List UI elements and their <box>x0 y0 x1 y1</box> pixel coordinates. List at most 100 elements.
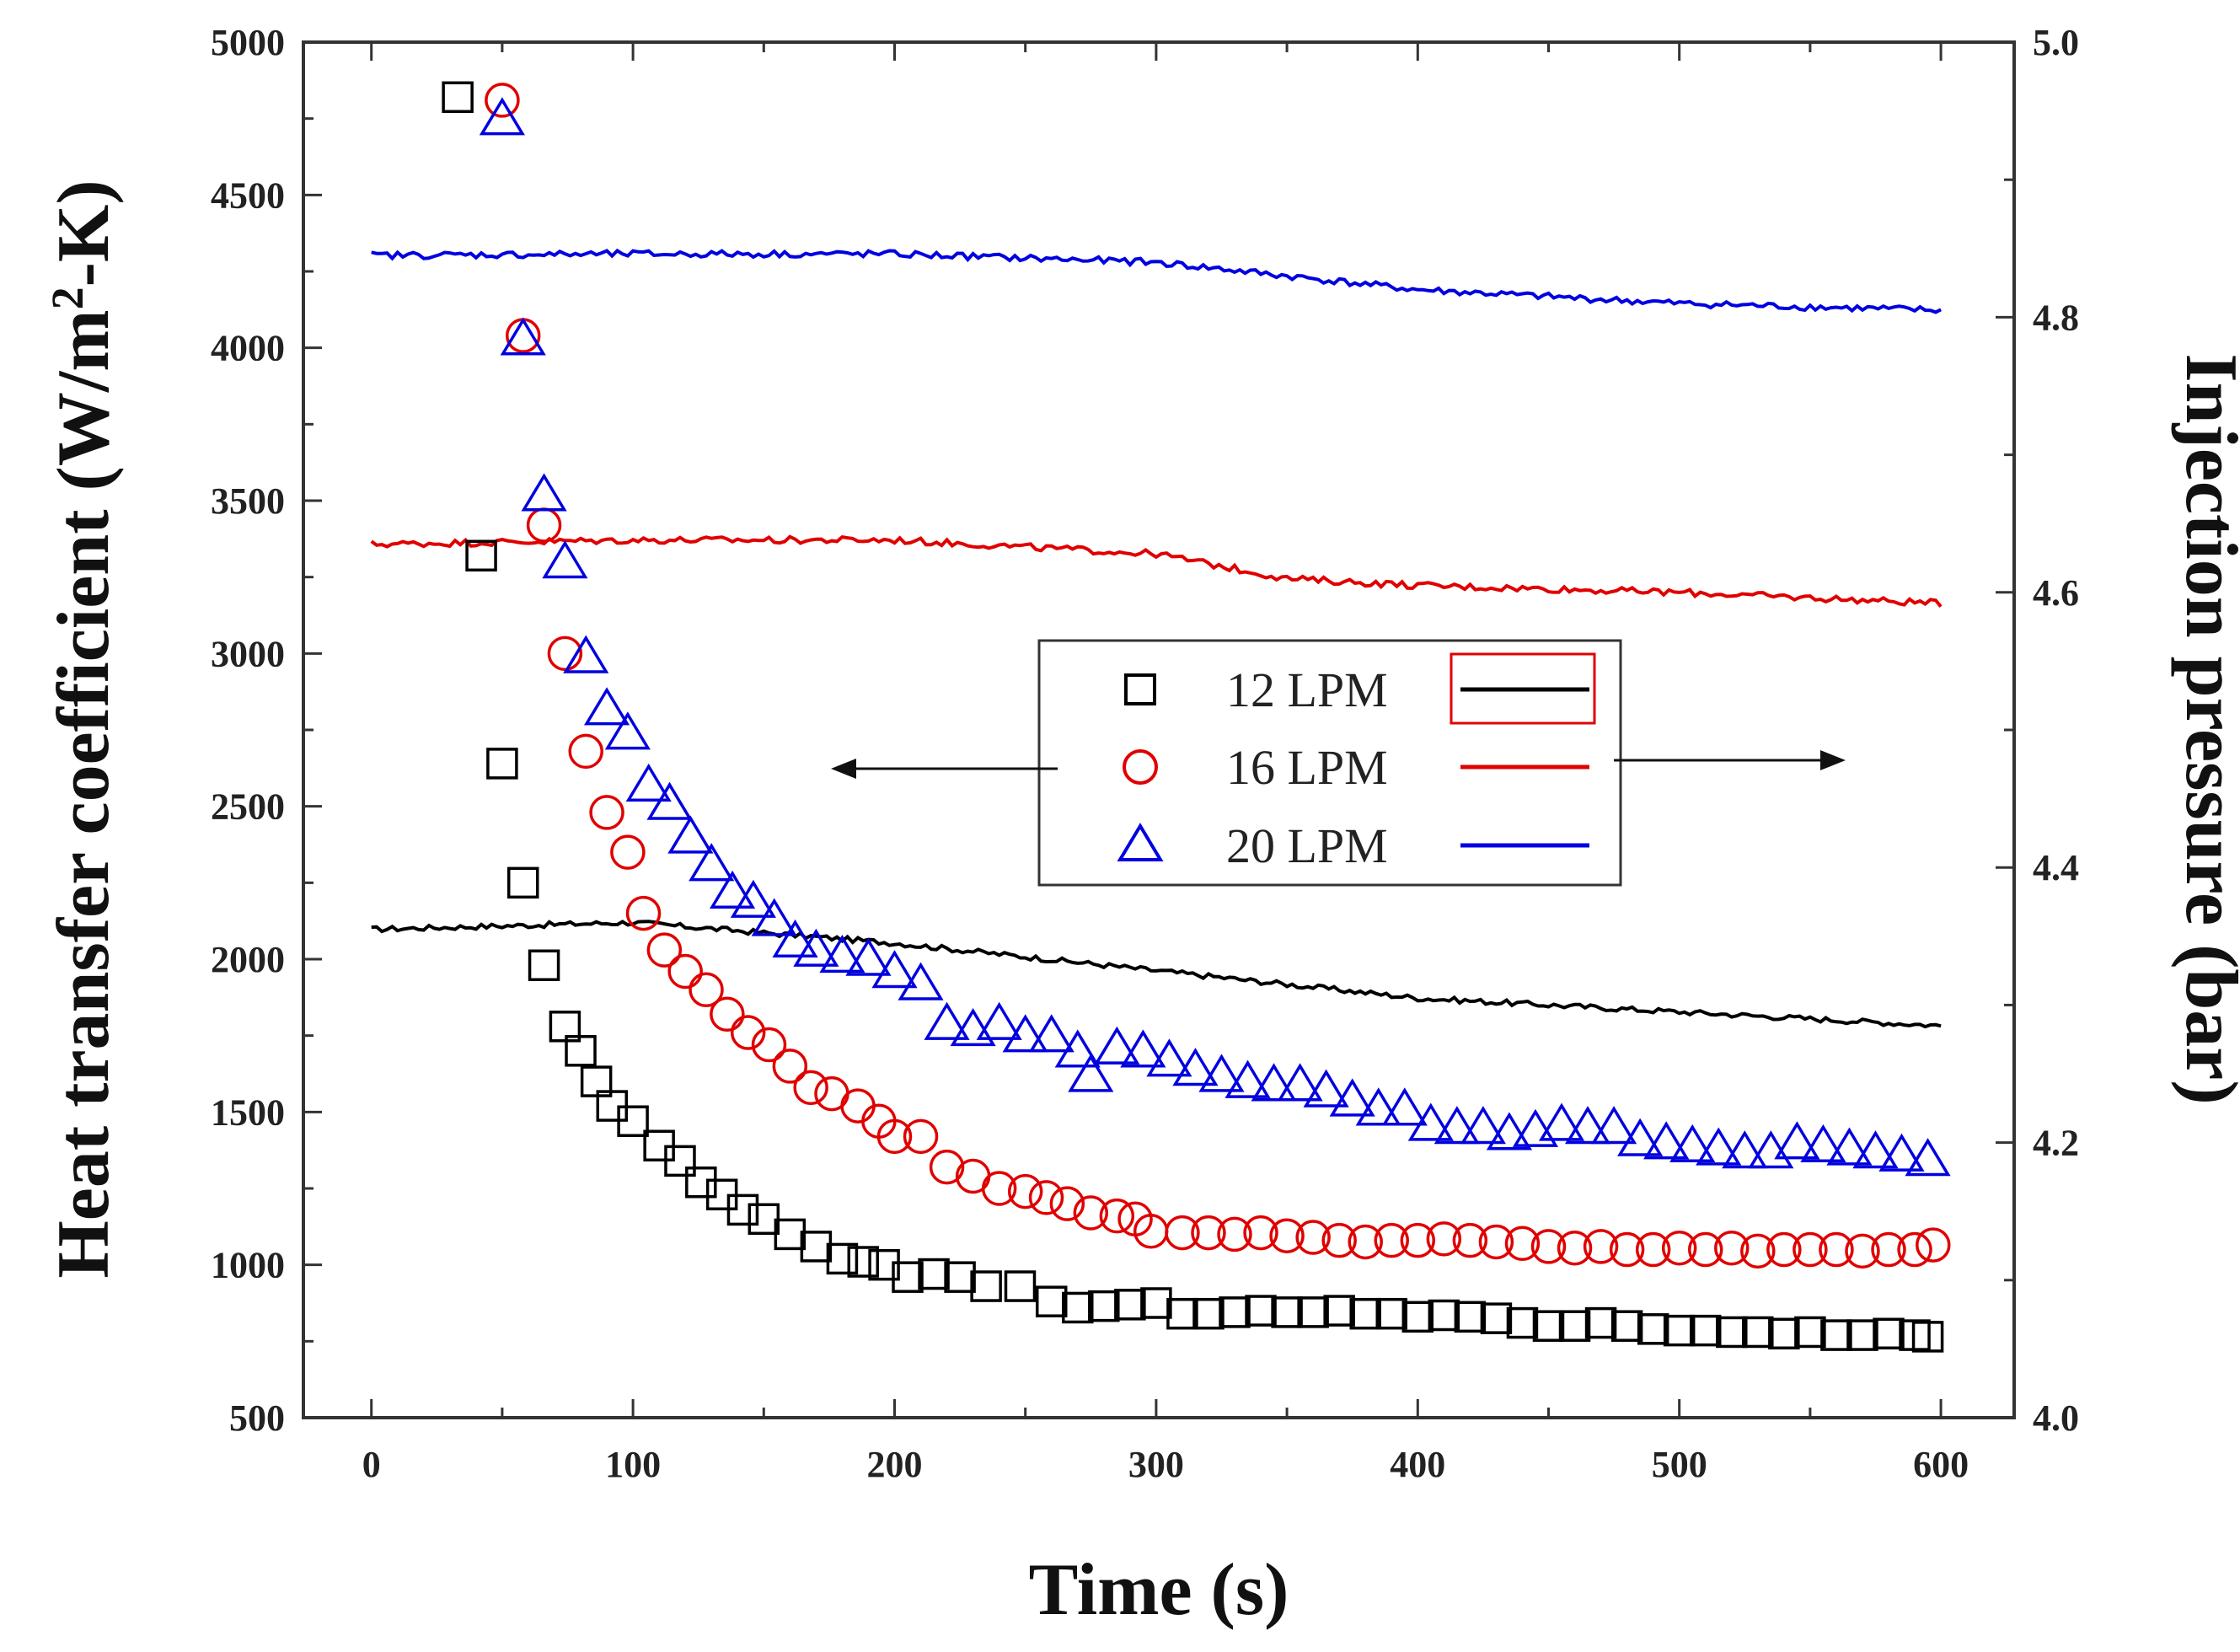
htc-point-20-lpm <box>667 815 714 854</box>
htc-point-16-lpm <box>1217 1216 1252 1252</box>
htc-point-20-lpm <box>1068 1054 1114 1092</box>
htc-point-16-lpm <box>1793 1231 1828 1268</box>
htc-point-12-lpm <box>1768 1317 1800 1350</box>
htc-point-12-lpm <box>868 1248 900 1281</box>
htc-point-16-lpm <box>568 733 603 770</box>
htc-point-12-lpm <box>1480 1302 1513 1334</box>
htc-point-20-lpm <box>1826 1127 1873 1166</box>
htc-point-20-lpm <box>1329 1078 1375 1117</box>
htc-point-20-lpm <box>583 687 630 726</box>
htc-point-20-lpm <box>1381 1087 1428 1126</box>
htc-point-12-lpm <box>1689 1314 1722 1347</box>
legend-marker-16-lpm <box>1123 749 1158 785</box>
htc-point-20-lpm <box>730 879 776 918</box>
htc-point-20-lpm <box>1564 1106 1611 1145</box>
htc-point-20-lpm <box>845 937 892 976</box>
htc-point-20-lpm <box>1486 1112 1533 1150</box>
htc-point-12-lpm <box>685 1166 717 1199</box>
htc-point-20-lpm <box>1094 1026 1140 1065</box>
htc-point-16-lpm <box>1049 1186 1085 1221</box>
htc-point-20-lpm <box>1146 1038 1192 1077</box>
x-tick-label: 100 <box>605 1444 661 1485</box>
htc-point-20-lpm <box>1120 1029 1166 1068</box>
htc-point-20-lpm <box>1774 1121 1820 1160</box>
htc-point-12-lpm <box>1140 1287 1172 1319</box>
htc-point-16-lpm <box>1714 1230 1750 1266</box>
htc-point-12-lpm <box>486 748 518 780</box>
htc-point-12-lpm <box>1004 1270 1037 1302</box>
htc-point-16-lpm <box>1191 1215 1226 1251</box>
htc-point-16-lpm <box>1478 1224 1514 1260</box>
htc-point-16-lpm <box>667 953 703 990</box>
y-left-tick-label: 1500 <box>211 1092 285 1133</box>
htc-point-16-lpm <box>1557 1230 1593 1266</box>
y-left-tick-label: 4000 <box>211 328 285 369</box>
htc-point-20-lpm <box>898 962 944 1000</box>
y-left-tick-label: 4500 <box>211 174 285 216</box>
right-axis-arrow <box>1614 750 1846 770</box>
htc-point-12-lpm <box>1846 1319 1878 1351</box>
htc-point-16-lpm <box>751 1027 787 1063</box>
htc-point-16-lpm <box>1400 1222 1436 1258</box>
htc-point-20-lpm <box>1198 1054 1245 1092</box>
htc-point-20-lpm <box>1355 1087 1401 1126</box>
x-axis-title: Time (s) <box>1029 1549 1289 1631</box>
htc-point-16-lpm <box>1687 1231 1723 1268</box>
htc-point-20-lpm <box>793 928 839 967</box>
htc-point-12-lpm <box>726 1193 759 1226</box>
htc-point-12-lpm <box>1532 1310 1565 1342</box>
htc-point-16-lpm <box>981 1171 1017 1206</box>
htc-point-20-lpm <box>1028 1014 1074 1053</box>
htc-point-16-lpm <box>929 1149 965 1185</box>
htc-point-12-lpm <box>1428 1299 1460 1332</box>
htc-point-12-lpm <box>1742 1316 1774 1349</box>
legend-label-16-lpm: 16 LPM <box>1226 740 1388 795</box>
y-axis-left-title: Heat transfer coefficient (W/m2-K) <box>42 180 125 1278</box>
htc-point-12-lpm <box>944 1261 976 1293</box>
htc-point-12-lpm <box>1114 1289 1146 1321</box>
x-tick-label: 500 <box>1652 1444 1707 1485</box>
htc-point-16-lpm <box>1766 1231 1802 1268</box>
htc-point-20-lpm <box>772 919 818 957</box>
pressure-line-16-lpm <box>370 534 1943 608</box>
htc-point-16-lpm <box>730 1015 766 1050</box>
htc-point-12-lpm <box>1558 1310 1591 1342</box>
htc-point-12-lpm <box>1166 1297 1198 1330</box>
htc-point-20-lpm <box>1800 1124 1846 1162</box>
htc-point-16-lpm <box>1661 1230 1697 1266</box>
htc-point-16-lpm <box>1028 1180 1064 1215</box>
htc-point-20-lpm <box>819 934 865 974</box>
y-right-tick-label: 4.4 <box>2033 847 2079 888</box>
htc-point-20-lpm <box>871 950 918 989</box>
legend-highlight-box <box>1450 652 1596 725</box>
htc-point-12-lpm <box>1820 1319 1852 1351</box>
x-tick-label: 400 <box>1390 1444 1445 1485</box>
y-left-tick-label: 2000 <box>211 939 285 980</box>
htc-point-12-lpm <box>918 1258 950 1290</box>
htc-point-12-lpm <box>565 1035 597 1067</box>
htc-point-16-lpm <box>625 895 662 931</box>
htc-point-12-lpm <box>1271 1296 1303 1328</box>
htc-point-12-lpm <box>1506 1306 1539 1339</box>
htc-point-12-lpm <box>1088 1290 1120 1322</box>
htc-point-12-lpm <box>1401 1301 1434 1333</box>
htc-point-20-lpm <box>1054 1029 1101 1068</box>
htc-point-16-lpm <box>1269 1218 1305 1253</box>
htc-point-12-lpm <box>1035 1285 1068 1317</box>
htc-point-12-lpm <box>664 1145 696 1177</box>
htc-point-16-lpm <box>1321 1222 1357 1258</box>
htc-point-20-lpm <box>1591 1106 1637 1145</box>
htc-point-12-lpm <box>1323 1295 1355 1327</box>
htc-point-16-lpm <box>1099 1198 1135 1234</box>
htc-point-12-lpm <box>1245 1295 1277 1327</box>
legend-marker-20-lpm <box>1117 823 1164 861</box>
x-tick-label: 0 <box>362 1444 381 1485</box>
htc-point-12-lpm <box>442 81 474 114</box>
htc-point-12-lpm <box>1062 1291 1094 1324</box>
htc-point-12-lpm <box>465 539 497 572</box>
htc-point-16-lpm <box>610 834 646 870</box>
htc-point-12-lpm <box>1454 1301 1487 1333</box>
htc-point-16-lpm <box>1374 1222 1410 1258</box>
htc-point-16-lpm <box>1165 1215 1200 1251</box>
y-right-tick-label: 4.0 <box>2033 1397 2079 1439</box>
